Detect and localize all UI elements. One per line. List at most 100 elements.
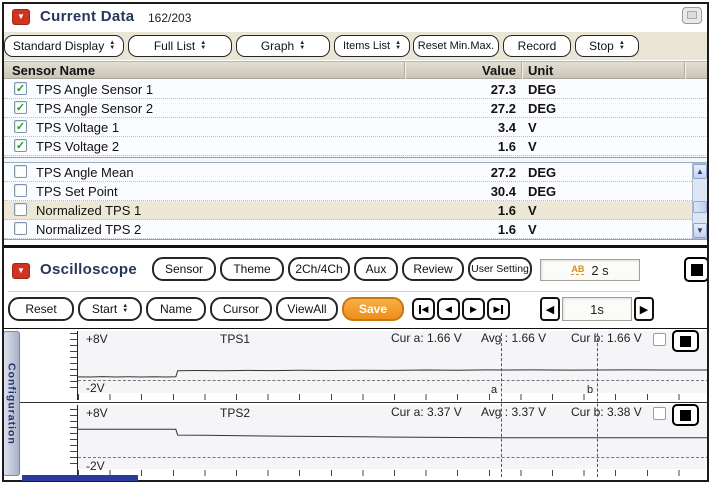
channel2-bottom-scale: -2V [86, 459, 105, 473]
row-checkbox-checked[interactable]: ✓ [14, 120, 27, 133]
reset-minmax-button[interactable]: Reset Min.Max. [413, 35, 499, 57]
row-checkbox-unchecked[interactable] [14, 165, 27, 178]
sensor-value: 1.6 [497, 203, 516, 218]
black-square-icon [690, 263, 703, 276]
view-all-button[interactable]: ViewAll [276, 297, 338, 321]
stop-dropdown[interactable]: Stop ▲ ▼ [575, 35, 639, 57]
step-forward-button[interactable]: ▶ [462, 298, 485, 320]
channel2-color-button[interactable] [672, 404, 699, 426]
channel2-label: TPS2 [220, 406, 251, 420]
column-divider [521, 62, 523, 80]
check-icon: ✓ [15, 83, 26, 95]
sensor-name: TPS Angle Mean [36, 165, 134, 180]
horizontal-scroll-indicator[interactable] [22, 475, 138, 481]
table-header: Sensor Name Value Unit [4, 61, 708, 80]
channel-separator [20, 402, 709, 403]
table-row[interactable]: Normalized TPS 2 1.6 V [4, 220, 692, 239]
table-row[interactable]: ✓ TPS Voltage 1 3.4 V [4, 118, 708, 137]
theme-button[interactable]: Theme [220, 257, 284, 281]
list-mode-dropdown[interactable]: Full List ▲ ▼ [128, 35, 232, 57]
row-checkbox-unchecked[interactable] [14, 184, 27, 197]
channel2-checkbox[interactable] [653, 407, 666, 420]
column-header-unit[interactable]: Unit [528, 63, 554, 78]
channel-mode-button[interactable]: 2Ch/4Ch [288, 257, 350, 281]
column-header-value[interactable]: Value [482, 63, 516, 78]
record-button[interactable]: Record [503, 35, 571, 57]
aux-button[interactable]: Aux [354, 257, 398, 281]
channel1-cursor-a-value: Cur a: 1.66 V [391, 331, 462, 345]
sensor-name: Normalized TPS 1 [36, 203, 142, 218]
row-checkbox-checked[interactable]: ✓ [14, 82, 27, 95]
sensor-name: TPS Angle Sensor 1 [36, 82, 154, 97]
time-per-screen-display[interactable]: AB 2 s [540, 259, 640, 281]
row-checkbox-checked[interactable]: ✓ [14, 101, 27, 114]
save-button[interactable]: Save [342, 297, 404, 321]
reset-button[interactable]: Reset [8, 297, 74, 321]
cursor-button[interactable]: Cursor [210, 297, 272, 321]
cursor-a-line[interactable] [501, 333, 502, 477]
table-row[interactable]: ✓ TPS Angle Sensor 2 27.2 DEG [4, 99, 708, 118]
row-checkbox-checked[interactable]: ✓ [14, 139, 27, 152]
channel1-top-scale: +8V [86, 332, 108, 346]
reset-label: Reset [25, 302, 57, 316]
step-back-icon: ◀ [421, 303, 429, 314]
view-mode-label: Graph [260, 39, 295, 53]
channel2-axis-line [77, 405, 78, 476]
channel-color-button[interactable] [684, 257, 709, 282]
step-back-button[interactable]: ◀ [437, 298, 460, 320]
cursor-b-label: b [587, 384, 594, 396]
spinner-icon: ▲ ▼ [122, 303, 129, 314]
sensor-value: 27.2 [490, 165, 516, 180]
current-data-title: Current Data [40, 8, 135, 25]
user-setting-button[interactable]: User Setting [468, 257, 532, 281]
channel1-bottom-scale: -2V [86, 381, 105, 395]
cursor-b-line[interactable] [597, 333, 598, 477]
sensor-unit: DEG [528, 101, 557, 116]
skip-last-button[interactable]: ▶ [487, 298, 510, 320]
red-arrow-icon: ▼ [17, 12, 25, 21]
channel1-checkbox[interactable] [653, 333, 666, 346]
window-control-button[interactable] [682, 7, 702, 24]
oscilloscope-panel-icon[interactable]: ▼ [12, 263, 30, 279]
channel1-time-axis [78, 394, 709, 400]
time-nav-prev-button[interactable]: ◀ [540, 297, 560, 321]
aux-label: Aux [365, 262, 387, 276]
table-row[interactable]: ✓ TPS Voltage 2 1.6 V [4, 137, 708, 156]
name-button[interactable]: Name [146, 297, 206, 321]
step-forward-icon: ▶ [493, 303, 501, 314]
table-row[interactable]: TPS Angle Mean 27.2 DEG [4, 163, 692, 182]
scrollbar-track[interactable]: ▲ ▼ [692, 163, 708, 239]
channel1-zero-line [78, 380, 709, 381]
table-row-highlighted[interactable]: Normalized TPS 1 1.6 V [4, 201, 692, 220]
display-mode-dropdown[interactable]: Standard Display ▲ ▼ [4, 35, 124, 57]
row-checkbox-unchecked[interactable] [14, 203, 27, 216]
items-list-dropdown[interactable]: Items List ▲ ▼ [334, 35, 410, 57]
bar-icon [418, 304, 421, 314]
skip-first-button[interactable]: ◀ [412, 298, 435, 320]
save-label: Save [358, 302, 388, 316]
column-header-sensor-name[interactable]: Sensor Name [12, 63, 96, 78]
review-button[interactable]: Review [402, 257, 464, 281]
start-dropdown[interactable]: Start ▲ ▼ [78, 297, 142, 321]
channel1-waveform [78, 369, 709, 378]
current-data-panel-icon[interactable]: ▼ [12, 9, 30, 25]
table-row[interactable]: ✓ TPS Angle Sensor 1 27.3 DEG [4, 80, 708, 99]
sensor-name: TPS Voltage 2 [36, 139, 120, 154]
configuration-tab[interactable]: Configuration [3, 331, 20, 476]
scrollbar-thumb[interactable] [693, 201, 707, 213]
table-row[interactable]: TPS Set Point 30.4 DEG [4, 182, 692, 201]
row-checkbox-unchecked[interactable] [14, 222, 27, 235]
sensor-button[interactable]: Sensor [152, 257, 216, 281]
time-nav-next-button[interactable]: ▶ [634, 297, 654, 321]
view-mode-dropdown[interactable]: Graph ▲ ▼ [236, 35, 330, 57]
channel1-cursor-b-value: Cur b: 1.66 V [571, 331, 642, 345]
configuration-tab-label: Configuration [5, 362, 18, 445]
black-square-icon [680, 335, 691, 347]
scrollbar-down-button[interactable]: ▼ [693, 223, 707, 238]
sensor-name: TPS Set Point [36, 184, 118, 199]
channel2-waveform [78, 428, 709, 439]
channel1-color-button[interactable] [672, 330, 699, 352]
time-nav-value: 1s [590, 301, 604, 317]
scrollbar-up-button[interactable]: ▲ [693, 164, 707, 179]
